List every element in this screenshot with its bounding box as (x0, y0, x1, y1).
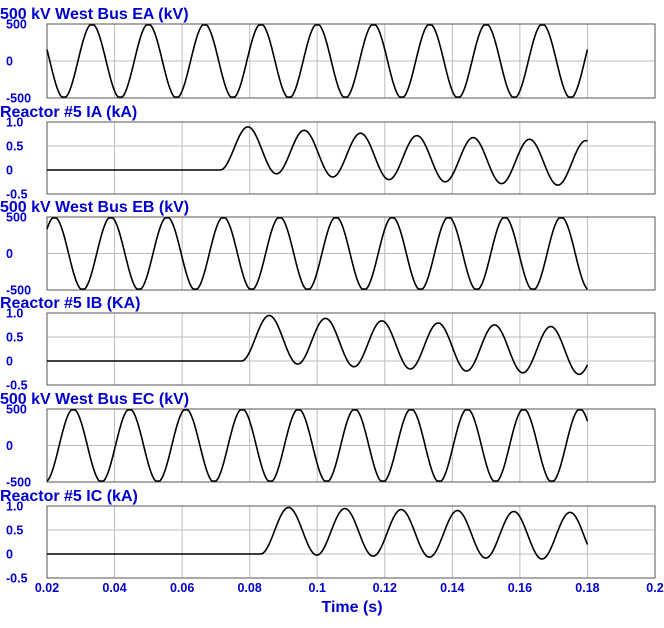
x-axis: 0.02 0.04 0.06 0.08 0.1 0.12 0.14 0.16 0.18 0.2 (35, 581, 664, 595)
y-tick-label: 500 (6, 403, 27, 417)
panel-title: Reactor #5 IC (kA) (0, 488, 138, 505)
y-tick-label: -0.5 (6, 188, 28, 202)
chart-panels: 500 0 -500 500 kV West Bus EA (kV) 1.0 0.5 0 -0… (0, 6, 656, 586)
x-tick-label: 0.04 (102, 581, 126, 595)
y-tick-label: 0.5 (6, 140, 23, 154)
x-axis-label: Time (s) (321, 599, 382, 616)
series-line (46, 314, 589, 376)
y-tick-label: 1.0 (6, 307, 23, 321)
panel-1: 500 0 -500 500 kV West Bus EA (kV) (0, 6, 656, 106)
y-tick-label: -0.5 (6, 572, 28, 586)
panel-frame (46, 408, 656, 483)
x-tick-label: 0.18 (575, 581, 599, 595)
panel-3: 500 0 -500 500 kV West Bus EB (kV) (0, 199, 656, 298)
y-tick-label: 0.5 (6, 524, 23, 538)
series-line (46, 506, 589, 560)
y-tick-label: 500 (6, 18, 27, 32)
y-tick-label: 0 (6, 355, 13, 369)
y-tick-label: 0.5 (6, 331, 23, 345)
panel-frame (46, 312, 656, 386)
x-tick-label: 0.2 (646, 581, 663, 595)
y-tick-label: 500 (6, 211, 27, 225)
panel-title: Reactor #5 IA (kA) (0, 104, 137, 121)
panel-frame (46, 505, 656, 579)
y-tick-label: -500 (6, 92, 31, 106)
x-tick-label: 0.1 (309, 581, 326, 595)
panel-frame (46, 23, 656, 99)
panel-2: 1.0 0.5 0 -0.5 Reactor #5 IA (kA) (0, 104, 656, 202)
x-tick-label: 0.16 (508, 581, 532, 595)
y-tick-label: 1.0 (6, 500, 23, 514)
panel-title: 500 kV West Bus EA (kV) (0, 6, 189, 23)
panel-frame (46, 121, 656, 195)
x-tick-label: 0.08 (237, 581, 261, 595)
panel-background (47, 122, 655, 194)
panel-6: 1.0 0.5 0 -0.5 Reactor #5 IC (kA) (0, 488, 656, 586)
panel-title: 500 kV West Bus EC (kV) (0, 391, 189, 408)
panel-4: 1.0 0.5 0 -0.5 Reactor #5 IB (KA) (0, 295, 656, 393)
panel-5: 500 0 -500 500 kV West Bus EC (kV) (0, 391, 656, 490)
panel-background (47, 313, 655, 385)
y-tick-label: 0 (6, 247, 13, 261)
panel-frame (46, 216, 656, 291)
y-tick-label: 0 (6, 439, 13, 453)
series-line (46, 409, 589, 482)
y-tick-label: 0 (6, 164, 13, 178)
panel-title: 500 kV West Bus EB (kV) (0, 199, 189, 216)
series-line (46, 126, 588, 186)
y-tick-label: 0 (6, 55, 13, 69)
y-tick-label: 0 (6, 548, 13, 562)
x-tick-label: 0.02 (35, 581, 59, 595)
x-tick-label: 0.06 (170, 581, 194, 595)
y-tick-label: 1.0 (6, 116, 23, 130)
series-line (46, 217, 588, 290)
y-tick-label: -500 (6, 476, 31, 490)
x-tick-label: 0.12 (373, 581, 397, 595)
panel-title: Reactor #5 IB (KA) (0, 295, 140, 312)
y-tick-label: -500 (6, 284, 31, 298)
y-tick-label: -0.5 (6, 379, 28, 393)
x-tick-label: 0.14 (440, 581, 464, 595)
series-line (46, 24, 589, 98)
